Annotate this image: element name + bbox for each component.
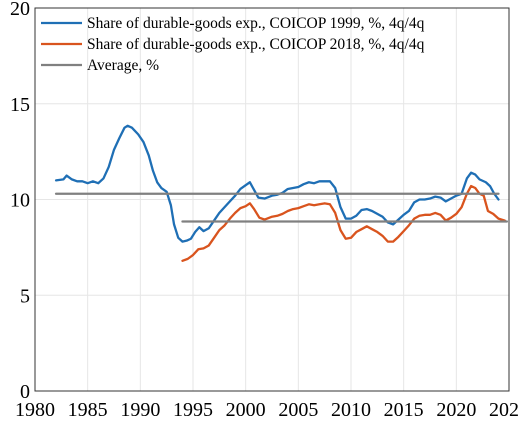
x-tick-label: 1980 (15, 399, 55, 421)
series-lines (54, 124, 509, 262)
y-tick-label: 15 (10, 94, 30, 116)
series-line-0 (54, 124, 500, 243)
legend-entry-1: Share of durable-goods exp., COICOP 2018… (87, 36, 425, 53)
x-tick-label: 1995 (173, 399, 213, 421)
x-tick-label: 2005 (278, 399, 318, 421)
legend: Share of durable-goods exp., COICOP 1999… (41, 15, 425, 74)
x-tick-label: 2015 (384, 399, 424, 421)
x-tick-label: 1985 (68, 399, 108, 421)
legend-entry-2: Average, % (87, 57, 159, 74)
tick-labels: 1980198519901995200020052010201520202025… (10, 0, 520, 421)
x-tick-label: 2020 (436, 399, 476, 421)
series-line-1 (181, 184, 506, 262)
x-tick-label: 1990 (120, 399, 160, 421)
legend-entry-0: Share of durable-goods exp., COICOP 1999… (87, 15, 425, 32)
y-tick-label: 0 (20, 381, 30, 403)
plot-frame (34, 7, 510, 392)
x-tick-label: 2010 (331, 399, 371, 421)
y-tick-label: 5 (20, 285, 30, 307)
y-tick-label: 20 (10, 0, 30, 20)
y-tick-label: 10 (10, 190, 30, 212)
x-tick-label: 2000 (226, 399, 266, 421)
x-tick-label: 2025 (489, 399, 520, 421)
